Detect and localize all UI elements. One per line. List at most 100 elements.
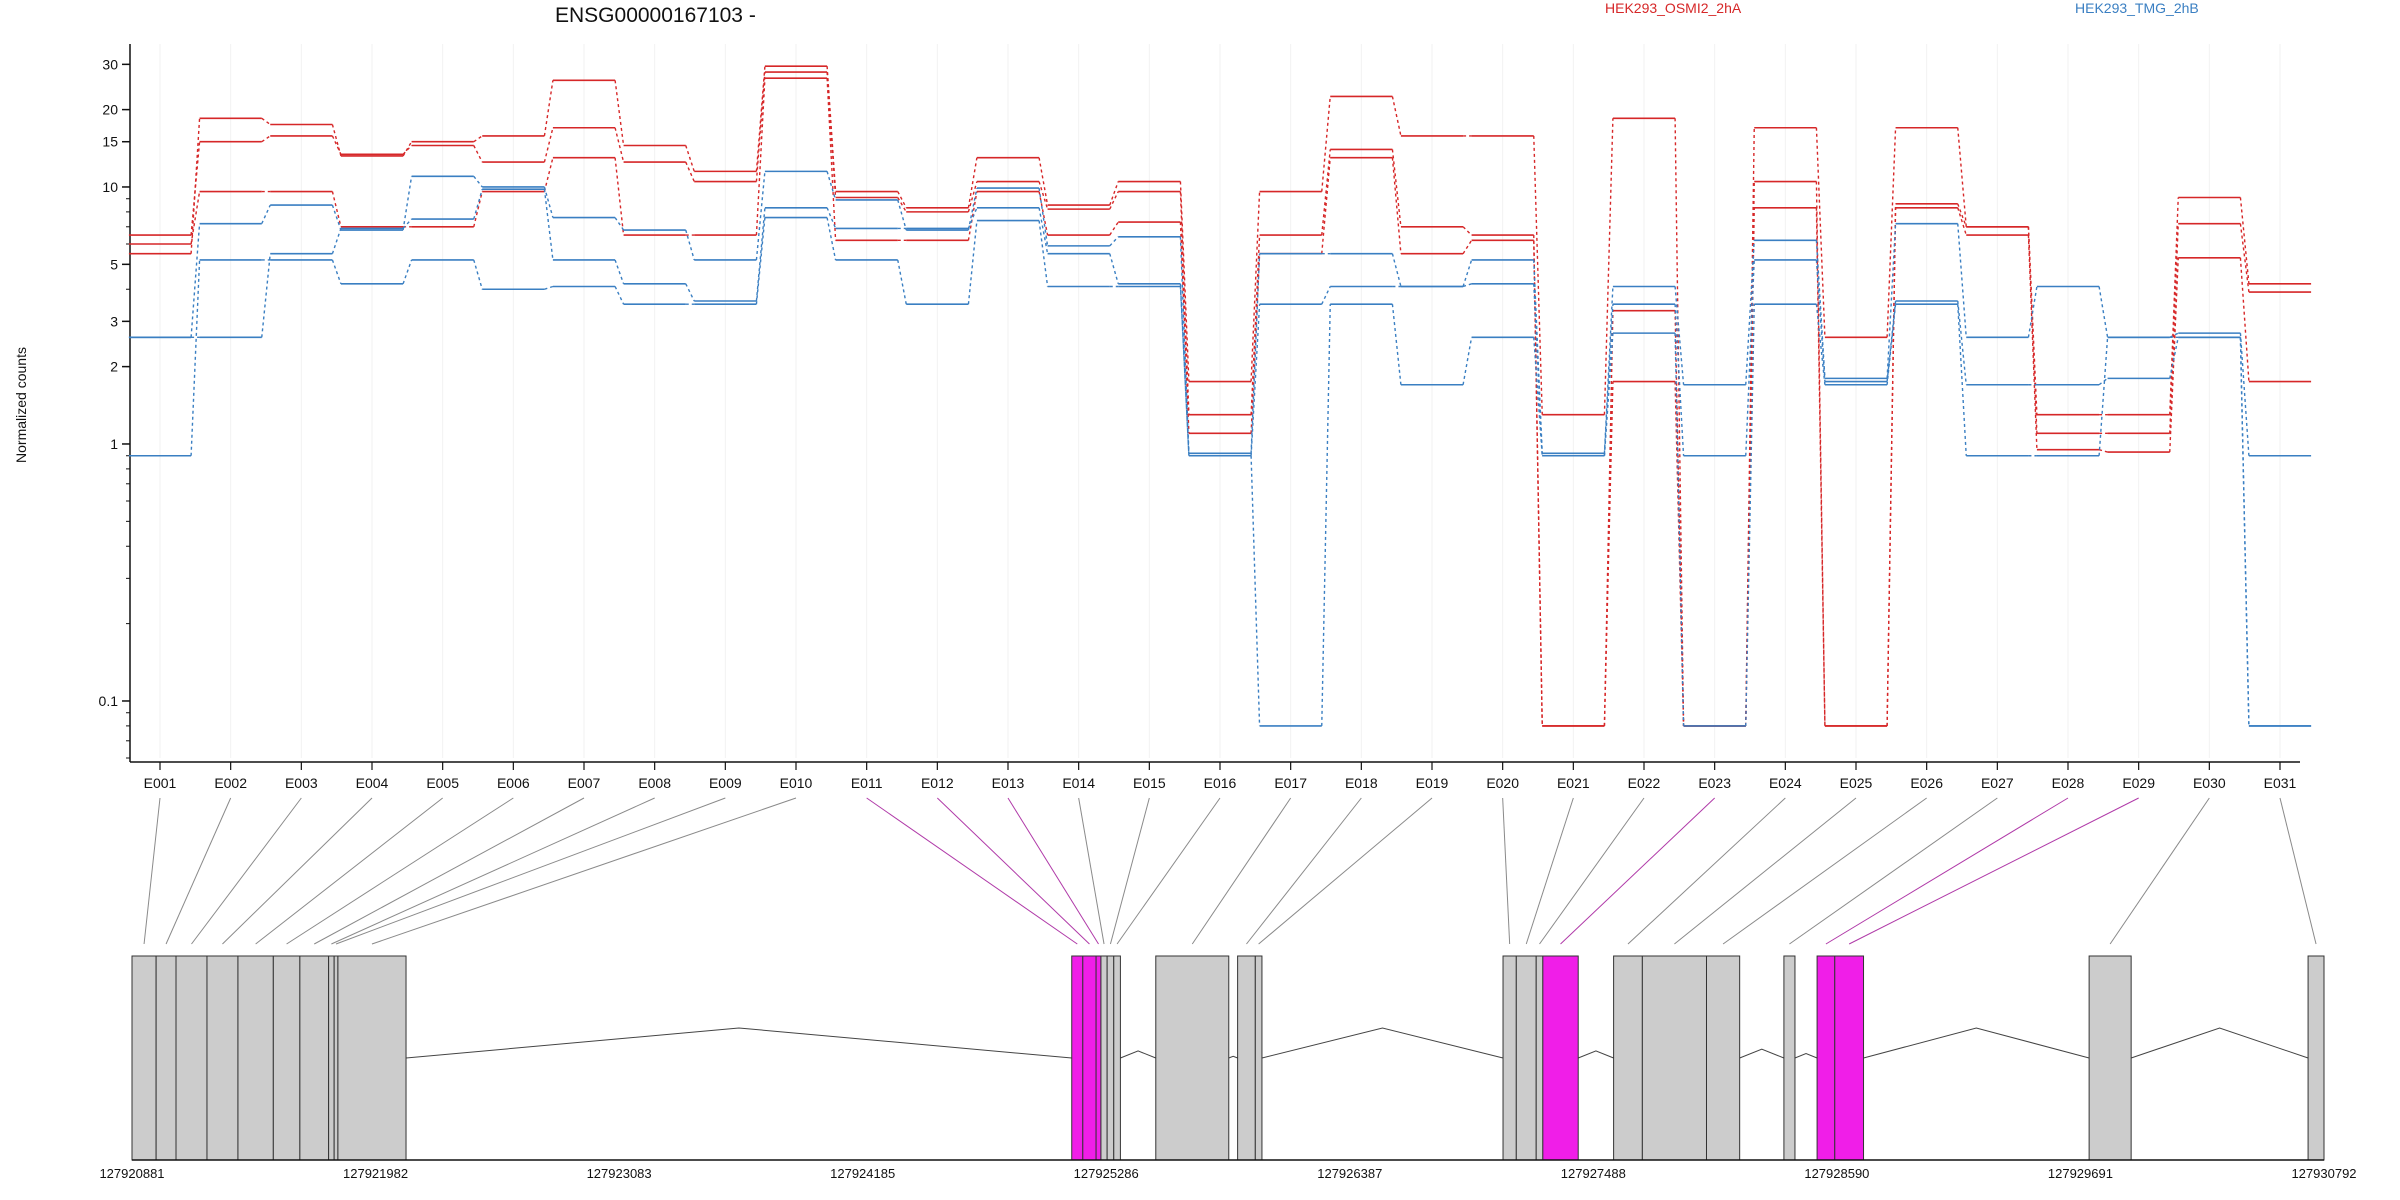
data-connector (2098, 449, 2108, 453)
data-connector (2239, 197, 2250, 284)
exon-connector (1825, 797, 2069, 945)
exon-box (1613, 955, 1643, 1161)
data-connector (2098, 377, 2108, 386)
data-connector (826, 207, 837, 229)
data-connector (967, 157, 978, 208)
exon-connector (143, 797, 161, 945)
data-connector (543, 186, 554, 218)
x-tick-label: E002 (214, 775, 247, 791)
exon-box (1515, 955, 1537, 1161)
data-connector (190, 223, 201, 338)
data-connector (1957, 127, 1967, 227)
data-connector (614, 127, 625, 163)
data-connector (1533, 337, 1543, 456)
exon-box (1816, 955, 1836, 1161)
x-tick-label: E009 (709, 775, 742, 791)
exon-box (1705, 955, 1741, 1161)
exon-connector (222, 797, 373, 945)
coordinate-label: 127930792 (2291, 1166, 2356, 1181)
exon-connector (1848, 797, 2139, 945)
exon-box (1641, 955, 1707, 1161)
exon-connector (1502, 797, 1511, 945)
data-connector (1038, 187, 1049, 246)
coordinate-label: 127923083 (587, 1166, 652, 1181)
exon-connector (1109, 797, 1150, 945)
data-connector (1957, 207, 1967, 236)
exon-box (1071, 955, 1084, 1161)
data-connector (1179, 286, 1190, 456)
data-connector (544, 285, 554, 290)
data-connector (685, 283, 695, 302)
data-connector (190, 259, 201, 456)
x-tick-label: E022 (1628, 775, 1661, 791)
intron-line (1739, 1048, 1785, 1059)
data-connector (1674, 286, 1685, 385)
data-connector (1109, 236, 1119, 247)
data-connector (1109, 181, 1119, 206)
data-connector (1815, 240, 1826, 379)
x-tick-label: E001 (144, 775, 177, 791)
data-connector (1109, 221, 1119, 236)
data-connector (1462, 283, 1472, 288)
exon-box (237, 955, 274, 1161)
x-tick-label: E029 (2122, 775, 2155, 791)
data-connector (1179, 222, 1190, 434)
exon-connector (1007, 797, 1099, 945)
exon-connector (1191, 797, 1292, 945)
data-connector (1321, 96, 1331, 192)
exon-connector (255, 797, 443, 945)
data-connector (261, 253, 271, 338)
chart-title: ENSG00000167103 - (555, 4, 756, 27)
exon-connector (2279, 797, 2317, 945)
exon-connector (335, 797, 726, 945)
data-connector (614, 157, 625, 236)
x-tick-label: E014 (1062, 775, 1095, 791)
exon-box (1082, 955, 1097, 1161)
data-connector (1109, 191, 1119, 210)
exon-connector (331, 797, 655, 945)
data-connector (1038, 181, 1049, 210)
data-connector (685, 229, 695, 261)
x-tick-label: E004 (356, 775, 389, 791)
x-tick-label: E027 (1981, 775, 2014, 791)
exon-box (1535, 955, 1544, 1161)
data-connector (897, 197, 907, 213)
data-connector (1533, 135, 1543, 415)
data-connector (685, 161, 695, 182)
exon-box (206, 955, 239, 1161)
data-connector (1603, 118, 1614, 415)
data-connector (473, 189, 483, 220)
x-tick-label: E018 (1345, 775, 1378, 791)
y-tick-label: 1 (110, 436, 118, 452)
exon-connector (1525, 797, 1574, 945)
series-3 (128, 77, 2312, 727)
data-connector (1957, 300, 1967, 385)
exon-connector (2109, 797, 2210, 945)
data-connector (1957, 304, 1967, 456)
data-connector (614, 286, 625, 305)
data-connector (2169, 337, 2179, 379)
data-connector (2098, 286, 2109, 338)
data-connector (1321, 149, 1331, 236)
data-connector (543, 80, 554, 137)
exon-connector (1539, 797, 1645, 945)
grid-layer (159, 44, 2281, 758)
data-connector (1038, 220, 1049, 287)
data-connector (1815, 304, 1826, 385)
coordinate-label: 127928590 (1804, 1166, 1869, 1181)
data-connector (1250, 191, 1261, 382)
data-connector (1603, 286, 1614, 454)
data-connector (1391, 304, 1402, 385)
x-tick-label: E010 (780, 775, 813, 791)
intron-line (405, 1027, 1072, 1059)
data-connector (1391, 253, 1402, 287)
data-connector (1957, 203, 1967, 228)
data-connector (402, 176, 413, 231)
exon-box (1155, 955, 1230, 1161)
exon-connector (936, 797, 1090, 945)
exon-connector (1116, 797, 1221, 945)
data-connector (826, 217, 837, 261)
data-connector (190, 191, 201, 245)
exon-box (333, 955, 339, 1161)
x-tick-label: E011 (851, 775, 883, 791)
